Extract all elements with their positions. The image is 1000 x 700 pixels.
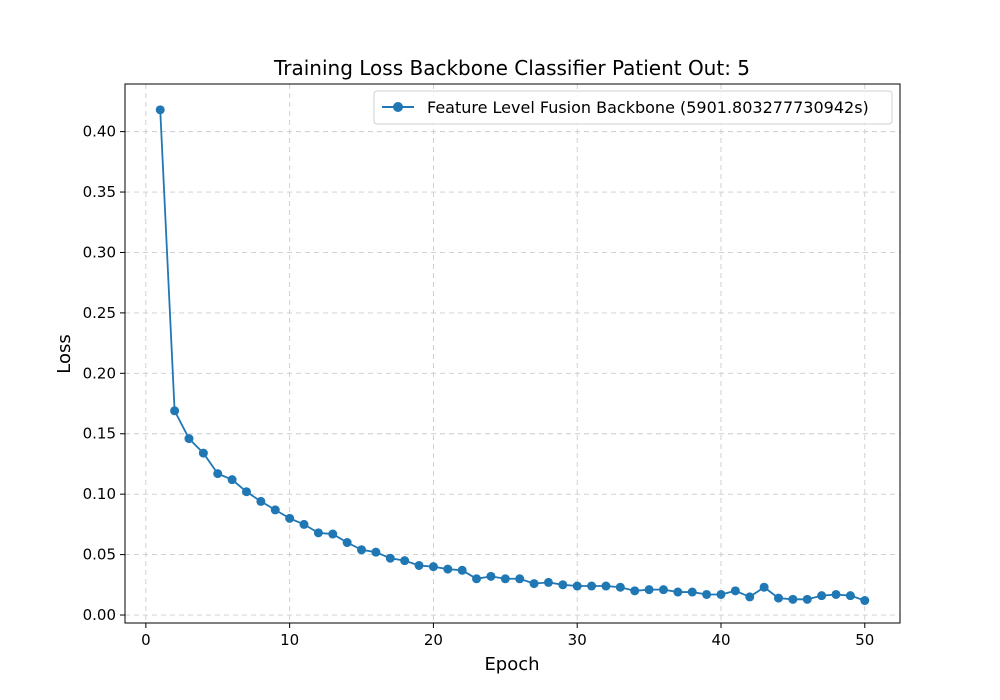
y-tick-label: 0.00 <box>83 606 116 624</box>
data-point <box>400 556 410 566</box>
x-tick-label: 0 <box>141 631 151 649</box>
data-point <box>558 580 568 590</box>
data-point <box>443 564 453 574</box>
data-point <box>428 562 438 572</box>
data-point <box>515 574 525 584</box>
data-point <box>486 571 496 581</box>
data-point <box>702 589 712 599</box>
data-point <box>860 596 870 606</box>
y-tick-label: 0.10 <box>83 485 116 503</box>
legend-box <box>373 90 893 125</box>
data-point <box>630 586 640 596</box>
x-tick-label: 10 <box>280 631 299 649</box>
x-tick-label: 40 <box>711 631 730 649</box>
data-point <box>285 513 295 523</box>
y-tick-label: 0.25 <box>83 304 116 322</box>
data-point <box>371 547 381 557</box>
data-point <box>155 105 165 115</box>
series-layer <box>155 105 870 606</box>
data-point <box>802 594 812 604</box>
data-point <box>213 469 223 479</box>
y-tick-label: 0.20 <box>83 364 116 382</box>
data-point <box>270 505 280 515</box>
data-point <box>529 579 539 589</box>
y-axis-ticks: 0.00 0.05 0.10 0.15 0.20 0.25 0.30 0.35 0.40 <box>83 123 125 624</box>
data-point <box>342 538 352 548</box>
data-point <box>227 475 237 485</box>
legend: Feature Level Fusion Backbone (5901.8032… <box>373 90 893 125</box>
x-tick-label: 50 <box>855 631 874 649</box>
data-point <box>543 577 553 587</box>
data-point <box>817 591 827 601</box>
y-axis-label: Loss <box>54 334 75 373</box>
data-point <box>357 545 367 555</box>
data-point <box>644 585 654 595</box>
legend-entry: Feature Level Fusion Backbone (5901.8032… <box>427 98 869 117</box>
data-point <box>328 529 338 539</box>
y-tick-label: 0.15 <box>83 425 116 443</box>
data-point <box>845 591 855 601</box>
grid <box>125 84 900 623</box>
data-point <box>472 574 482 584</box>
data-point <box>759 582 769 592</box>
y-tick-label: 0.35 <box>83 183 116 201</box>
data-point <box>687 587 697 597</box>
data-point <box>299 519 309 529</box>
y-tick-label: 0.40 <box>83 123 116 141</box>
data-point <box>572 581 582 591</box>
plot-frame <box>124 83 901 624</box>
data-point <box>184 434 194 444</box>
data-point <box>587 581 597 591</box>
y-tick-label: 0.05 <box>83 546 116 564</box>
data-point <box>414 560 424 570</box>
data-point <box>241 487 251 497</box>
legend-marker-swatch <box>393 102 403 112</box>
data-point <box>673 587 683 597</box>
data-point <box>601 581 611 591</box>
data-point <box>788 594 798 604</box>
data-point <box>385 553 395 563</box>
data-point <box>256 496 266 506</box>
data-point <box>313 528 323 538</box>
data-point <box>831 589 841 599</box>
series-line <box>159 109 866 602</box>
data-point <box>170 406 180 416</box>
data-point <box>500 574 510 584</box>
data-point <box>615 582 625 592</box>
x-axis-ticks: 0 10 20 30 40 50 <box>141 623 874 649</box>
data-point <box>198 448 208 458</box>
data-point <box>716 589 726 599</box>
data-point <box>730 586 740 596</box>
data-point <box>745 592 755 602</box>
data-point <box>774 593 784 603</box>
chart-title: Training Loss Backbone Classifier Patien… <box>273 56 750 80</box>
x-tick-label: 20 <box>424 631 443 649</box>
x-axis-label: Epoch <box>484 654 539 675</box>
data-point <box>457 565 467 575</box>
x-tick-label: 30 <box>568 631 587 649</box>
data-point <box>658 585 668 595</box>
y-tick-label: 0.30 <box>83 243 116 261</box>
